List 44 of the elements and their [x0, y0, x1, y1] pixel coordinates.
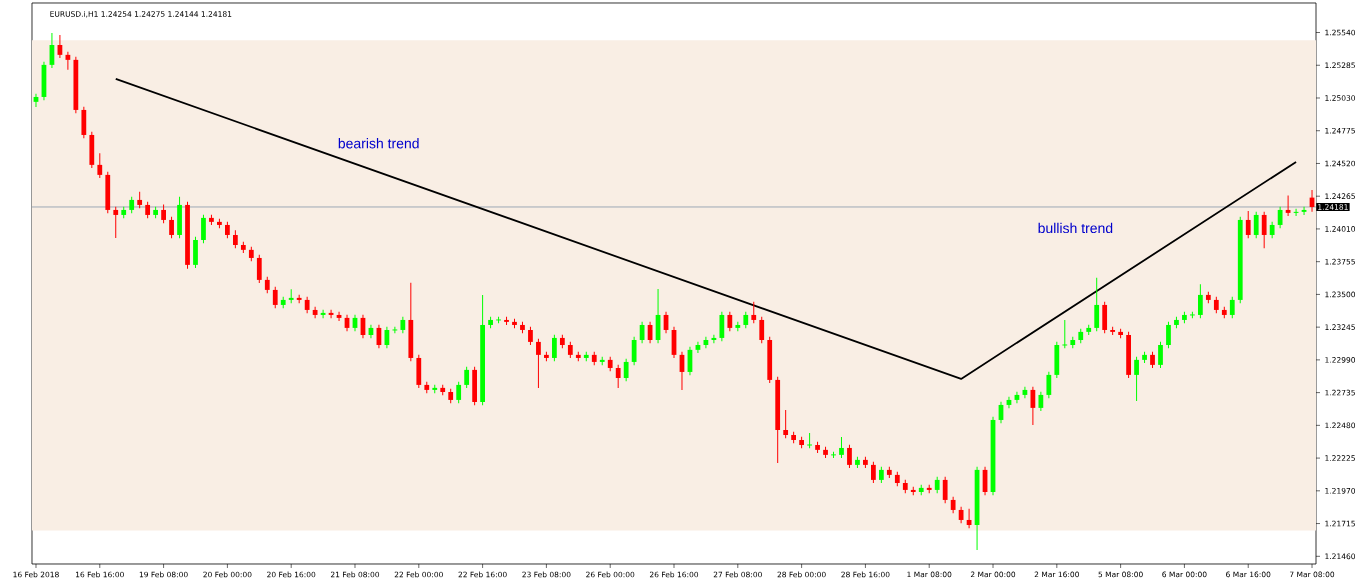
annotation: bearish trend	[338, 138, 419, 149]
candlestick	[536, 338, 541, 389]
candlestick	[1134, 356, 1139, 402]
candlestick	[1245, 210, 1251, 239]
candlestick	[1261, 211, 1267, 249]
candlestick	[839, 436, 844, 459]
candlestick	[312, 306, 318, 319]
candlestick	[1046, 371, 1052, 399]
candlestick	[1197, 283, 1203, 319]
candlestick	[1158, 341, 1163, 369]
candlestick	[1094, 277, 1100, 332]
candlestick	[97, 152, 103, 179]
candlestick	[623, 358, 629, 382]
candlestick	[727, 311, 733, 332]
candlestick	[711, 334, 717, 344]
candlestick	[113, 206, 119, 239]
candlestick	[751, 301, 757, 324]
candlestick	[528, 326, 533, 346]
candlestick	[631, 336, 637, 366]
candlestick	[65, 51, 71, 71]
candlestick	[1061, 319, 1068, 349]
candlestick	[942, 476, 948, 504]
candlestick	[759, 316, 765, 344]
candlestick	[456, 381, 462, 404]
candlestick	[272, 286, 278, 309]
candlestick	[161, 204, 166, 224]
candlestick	[1253, 211, 1259, 239]
annotation: bullish trend	[1038, 222, 1113, 234]
candlestick	[1030, 386, 1036, 426]
candlestick	[783, 409, 789, 439]
candlestick	[847, 444, 852, 469]
candlestick	[391, 326, 398, 334]
candlestick	[169, 216, 174, 239]
candlestick	[1038, 391, 1044, 412]
candlestick	[201, 214, 206, 244]
candlestick	[1277, 206, 1283, 229]
candlestick	[870, 461, 876, 484]
candlestick	[464, 366, 470, 389]
candlestick	[1166, 321, 1171, 349]
candlestick	[256, 254, 262, 284]
candlestick	[719, 311, 725, 342]
candlestick	[1229, 296, 1235, 319]
candlestick	[551, 334, 557, 362]
candlestick	[615, 364, 621, 389]
